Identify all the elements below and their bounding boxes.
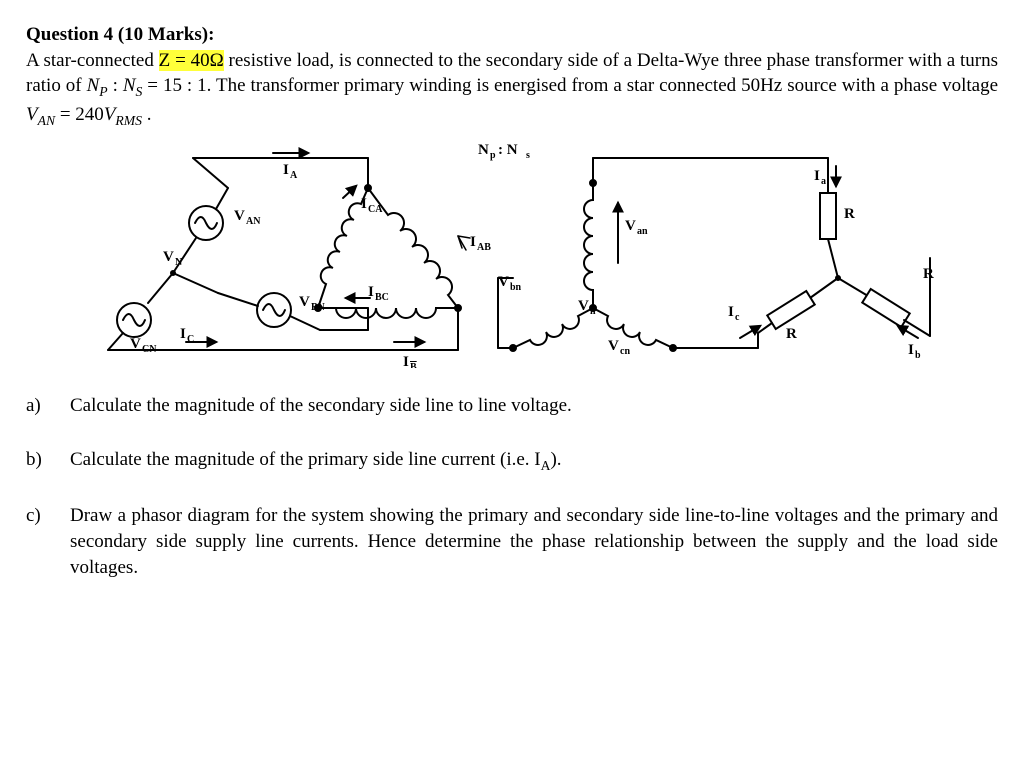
svg-text:I: I [403,354,409,368]
part-b-label: b) [26,447,70,475]
part-c-label: c) [26,503,70,580]
svg-text:p: p [490,150,496,161]
svg-text:AN: AN [246,216,261,227]
part-a-text: Calculate the magnitude of the secondary… [70,393,998,419]
svg-text:V: V [578,298,589,314]
part-a: a) Calculate the magnitude of the second… [26,393,998,419]
svg-text:A: A [290,170,298,181]
para1-tail: . The transformer primary winding is ene… [207,75,998,96]
np-sym: N [87,75,100,96]
svg-text:V: V [299,294,310,310]
van-rms: RMS [115,112,142,127]
svg-text:I: I [361,196,367,212]
circuit-diagram: Np : Ns IA ICA IBC IAB IB IC VAN VBN VCN… [68,138,998,376]
svg-text:N: N [175,257,183,268]
highlighted-z: Z = 40Ω [159,50,224,71]
svg-text:V: V [130,336,141,352]
svg-text:V: V [625,218,636,234]
part-c: c) Draw a phasor diagram for the system … [26,503,998,580]
ratio-eq: = 15 : 1 [142,75,206,96]
ratio-sep: : [108,75,123,96]
van-sub: AN [38,112,55,127]
part-c-text: Draw a phasor diagram for the system sho… [70,503,998,580]
svg-text:C: C [187,334,194,345]
svg-text:cn: cn [620,346,630,357]
svg-text:I: I [470,234,476,250]
svg-text:V: V [234,208,245,224]
np-sub: P [99,84,107,99]
svg-text:CA: CA [368,204,383,215]
svg-text:I: I [368,284,374,300]
svg-text:a: a [821,176,826,187]
van-sym: V [26,104,38,125]
svg-text:V: V [163,249,174,265]
svg-text:s: s [526,150,530,161]
svg-text:b: b [915,350,921,361]
svg-text:n: n [590,306,596,317]
svg-text:R: R [923,266,934,282]
question-heading: Question 4 (10 Marks): [26,22,998,48]
svg-text:bn: bn [510,282,522,293]
van-dot: . [142,104,152,125]
svg-text:I: I [728,304,734,320]
part-a-label: a) [26,393,70,419]
part-b: b) Calculate the magnitude of the primar… [26,447,998,475]
svg-text:B: B [410,362,417,368]
svg-text:an: an [637,226,648,237]
svg-text:I: I [180,326,186,342]
para1-pre: A star-connected [26,50,159,71]
svg-text:I: I [814,168,820,184]
svg-text:BC: BC [375,292,389,303]
svg-text:AB: AB [477,242,491,253]
svg-text:V: V [608,338,619,354]
ns-sym: N [123,75,136,96]
van-unit: V [104,104,116,125]
part-b-tail: ). [550,449,561,470]
part-b-sub: A [541,458,551,473]
svg-text:N: N [478,142,489,158]
svg-text:BN: BN [311,302,326,313]
svg-text:R: R [844,206,855,222]
svg-text:c: c [735,312,740,323]
svg-text:R: R [786,326,797,342]
svg-text:: N: : N [498,142,518,158]
part-b-text: Calculate the magnitude of the primary s… [70,447,998,475]
van-eq: = 240 [55,104,104,125]
problem-statement: A star-connected Z = 40Ω resistive load,… [26,48,998,130]
svg-text:V: V [498,274,509,290]
svg-text:I: I [908,342,914,358]
svg-text:CN: CN [142,344,157,355]
part-b-pre: Calculate the magnitude of the primary s… [70,449,541,470]
svg-text:I: I [283,162,289,178]
